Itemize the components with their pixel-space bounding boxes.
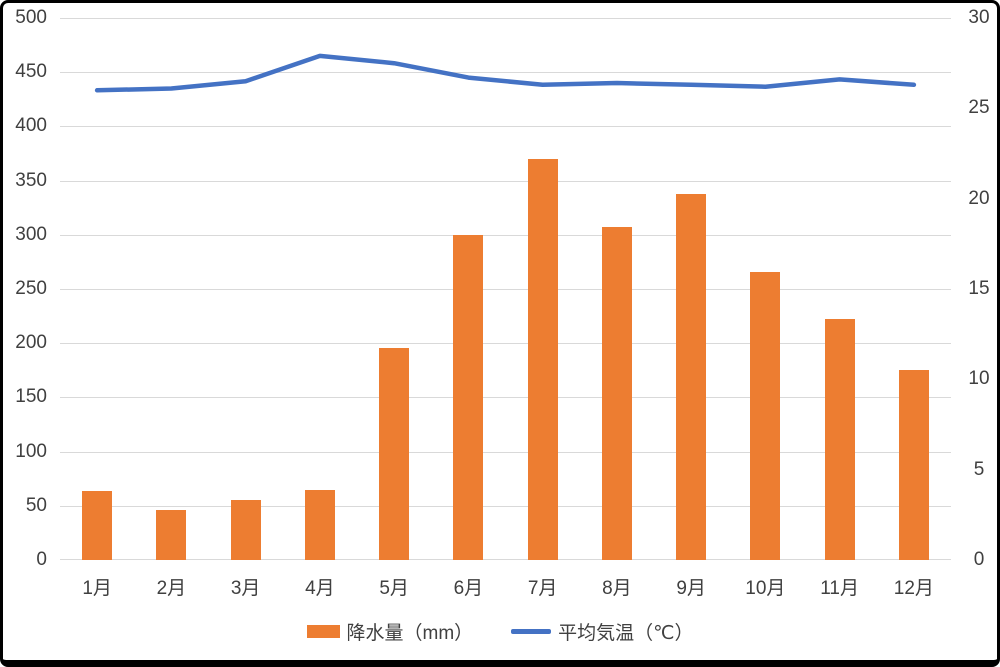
legend-item-temperature: 平均気温（℃） — [511, 618, 694, 645]
x-label-10月: 10月 — [745, 578, 786, 599]
bar-cell-4月 — [283, 18, 357, 560]
y-left-tick-100: 100 — [15, 440, 47, 462]
bar-9月 — [676, 193, 707, 560]
bar-cell-5月 — [357, 18, 431, 560]
bar-cell-3月 — [209, 18, 283, 560]
plot-area — [60, 18, 951, 560]
bar-cell-6月 — [431, 18, 505, 560]
bar-6月 — [453, 234, 484, 560]
temperature-swatch-icon — [511, 628, 552, 634]
x-label-5月: 5月 — [379, 578, 409, 599]
bar-7月 — [527, 158, 558, 560]
y-left-tick-250: 250 — [15, 278, 47, 299]
y-right-tick-5: 5 — [973, 458, 985, 480]
gridline-150 — [60, 397, 951, 398]
bars — [60, 18, 951, 560]
bar-cell-7月 — [506, 18, 580, 560]
y-left-tick-450: 450 — [15, 61, 47, 83]
x-axis: 1月 2月 3月 4月 5月 6月 7月 8月 9月 10月 11月 12月 — [60, 573, 951, 600]
legend: 降水量（mm） 平均気温（℃） — [3, 615, 997, 647]
y-right-tick-30: 30 — [968, 7, 990, 28]
y-left-tick-300: 300 — [15, 223, 47, 245]
x-label-8月: 8月 — [602, 578, 632, 599]
bar-cell-1月 — [60, 18, 134, 560]
y-left-tick-350: 350 — [15, 169, 47, 191]
gridline-400 — [60, 126, 951, 127]
temperature-polyline — [94, 53, 917, 93]
bar-1月 — [82, 490, 113, 560]
x-label-3月: 3月 — [230, 578, 261, 599]
bar-cell-11月 — [803, 18, 877, 560]
y-left-tick-150: 150 — [15, 386, 47, 408]
x-label-12月: 12月 — [893, 578, 934, 599]
y-axis-right: 0 5 10 15 20 25 30 — [959, 3, 997, 660]
bar-8月 — [601, 227, 632, 560]
y-left-tick-500: 500 — [15, 7, 47, 28]
x-label-9月: 9月 — [676, 578, 706, 599]
bar-2月 — [156, 510, 187, 560]
x-label-2月: 2月 — [156, 578, 187, 599]
bar-cell-8月 — [580, 18, 654, 560]
y-right-tick-15: 15 — [968, 278, 990, 299]
gridline-0 — [60, 559, 951, 560]
bar-5月 — [379, 347, 410, 560]
bar-cell-2月 — [134, 18, 208, 560]
y-left-tick-50: 50 — [25, 494, 47, 516]
x-label-7月: 7月 — [527, 578, 558, 599]
bar-11月 — [824, 319, 855, 560]
gridline-450 — [60, 72, 951, 73]
bar-cell-10月 — [728, 18, 802, 560]
bar-10月 — [750, 271, 781, 560]
gridline-250 — [60, 289, 951, 290]
precipitation-legend-label: 降水量（mm） — [346, 622, 474, 644]
x-label-1月: 1月 — [82, 578, 112, 599]
precipitation-swatch-icon — [306, 624, 340, 638]
y-left-tick-0: 0 — [36, 549, 47, 570]
y-right-tick-25: 25 — [968, 97, 990, 119]
y-left-tick-400: 400 — [15, 115, 47, 137]
gridline-200 — [60, 343, 951, 344]
gridline-300 — [60, 235, 951, 236]
bar-cell-12月 — [877, 18, 951, 560]
x-label-6月: 6月 — [453, 578, 484, 599]
bar-4月 — [304, 489, 335, 560]
y-right-tick-0: 0 — [973, 549, 985, 570]
x-label-4月: 4月 — [305, 578, 335, 599]
gridline-100 — [60, 452, 951, 453]
bar-3月 — [230, 500, 261, 560]
y-axis-left: 0 50 100 150 200 250 300 350 400 450 500 — [3, 3, 47, 660]
gridline-350 — [60, 181, 951, 182]
temperature-line — [94, 53, 917, 93]
chart-inner: 0 50 100 150 200 250 300 350 400 450 500 0 5 10 15 20 2… — [3, 3, 997, 660]
y-right-tick-10: 10 — [968, 368, 990, 390]
bar-cell-9月 — [654, 18, 728, 560]
gridline-500 — [60, 18, 951, 19]
bar-12月 — [898, 370, 929, 560]
x-label-11月: 11月 — [820, 578, 859, 599]
legend-item-precipitation: 降水量（mm） — [306, 618, 474, 645]
gridlines — [60, 18, 951, 560]
temperature-legend-label: 平均気温（℃） — [558, 622, 694, 644]
gridline-50 — [60, 506, 951, 507]
y-right-tick-20: 20 — [968, 187, 990, 209]
y-left-tick-200: 200 — [15, 332, 47, 354]
